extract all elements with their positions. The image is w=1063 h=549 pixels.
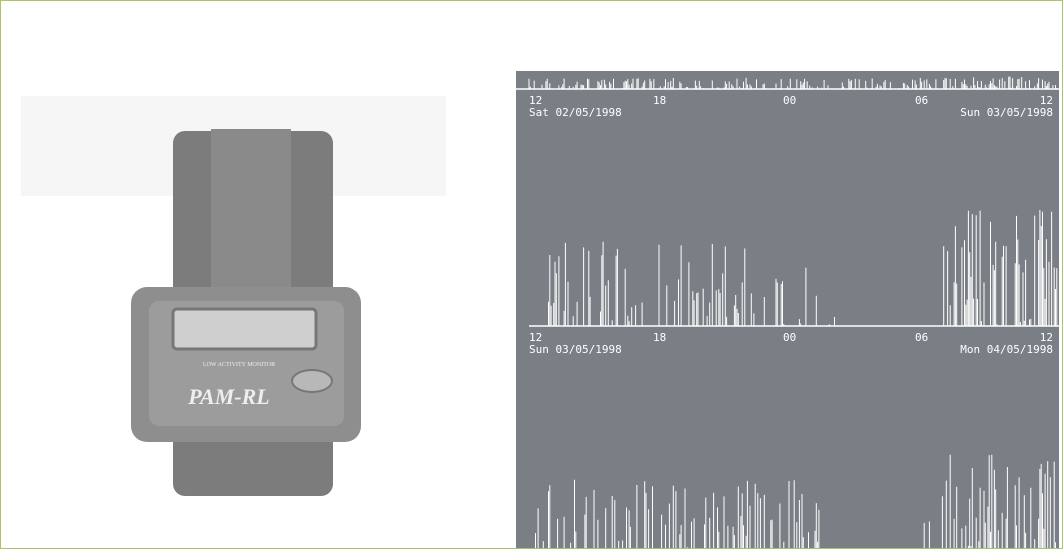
device-display — [173, 309, 316, 349]
hour-label: 00 — [783, 94, 796, 107]
figure: LOW ACTIVITY MONITOR PAM-RL 1218000612Sa… — [0, 0, 1063, 549]
start-date: Sun 03/05/1998 — [529, 343, 622, 356]
hour-label: 00 — [783, 331, 796, 344]
hour-label: 06 — [915, 94, 928, 107]
hour-label: 18 — [653, 94, 666, 107]
end-date: Mon 04/05/1998 — [960, 343, 1053, 356]
device-button — [292, 370, 332, 392]
hour-label: 06 — [915, 331, 928, 344]
strap-loop — [211, 129, 291, 299]
figure-canvas: LOW ACTIVITY MONITOR PAM-RL 1218000612Sa… — [1, 1, 1063, 549]
device-caption: LOW ACTIVITY MONITOR — [203, 362, 275, 368]
start-date: Sat 02/05/1998 — [529, 106, 622, 119]
device-brand: PAM-RL — [187, 384, 269, 409]
end-date: Sun 03/05/1998 — [960, 106, 1053, 119]
hour-label: 18 — [653, 331, 666, 344]
